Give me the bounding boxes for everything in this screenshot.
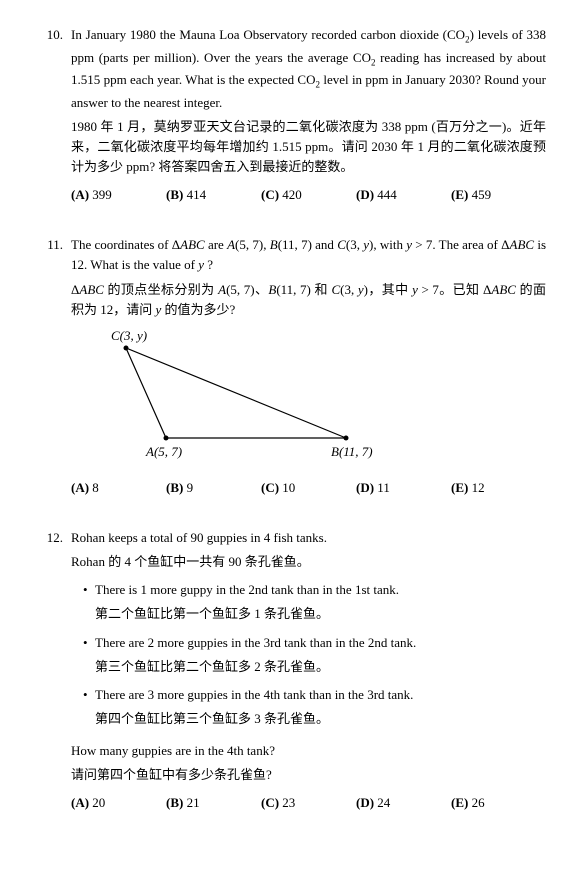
bullet-cn: 第二个鱼缸比第一个鱼缸多 1 条孔雀鱼。 [95, 604, 546, 624]
choice-d: (D) 11 [356, 478, 451, 498]
choice-e: (E) 26 [451, 793, 546, 813]
bullet-item: •There is 1 more guppy in the 2nd tank t… [83, 580, 546, 628]
problem-text-cn: 1980 年 1 月，莫纳罗亚天文台记录的二氧化碳浓度为 338 ppm (百万… [71, 117, 546, 177]
choice-a: (A) 399 [71, 185, 166, 205]
problem-10: 10. In January 1980 the Mauna Loa Observ… [35, 25, 546, 205]
choice-a: (A) 8 [71, 478, 166, 498]
problem-question-en: How many guppies are in the 4th tank? [71, 741, 546, 761]
choice-b: (B) 21 [166, 793, 261, 813]
problem-number: 11. [35, 235, 71, 498]
svg-text:B(11, 7): B(11, 7) [331, 444, 373, 459]
choices-row: (A) 20 (B) 21 (C) 23 (D) 24 (E) 26 [71, 793, 546, 813]
problem-intro-en: Rohan keeps a total of 90 guppies in 4 f… [71, 528, 546, 548]
bullet-icon: • [83, 633, 95, 681]
choice-a: (A) 20 [71, 793, 166, 813]
choice-d: (D) 24 [356, 793, 451, 813]
bullet-en: There are 3 more guppies in the 4th tank… [95, 685, 546, 705]
bullet-cn: 第三个鱼缸比第二个鱼缸多 2 条孔雀鱼。 [95, 657, 546, 677]
choice-b: (B) 414 [166, 185, 261, 205]
problem-body: The coordinates of ΔABC are A(5, 7), B(1… [71, 235, 546, 498]
problem-text-en: The coordinates of ΔABC are A(5, 7), B(1… [71, 235, 546, 275]
problem-12: 12. Rohan keeps a total of 90 guppies in… [35, 528, 546, 814]
svg-text:A(5, 7): A(5, 7) [145, 444, 182, 459]
problem-text-en: In January 1980 the Mauna Loa Observator… [71, 25, 546, 113]
choices-row: (A) 8 (B) 9 (C) 10 (D) 11 (E) 12 [71, 478, 546, 498]
bullet-icon: • [83, 580, 95, 628]
problem-number: 10. [35, 25, 71, 205]
problem-11: 11. The coordinates of ΔABC are A(5, 7),… [35, 235, 546, 498]
problem-text-cn: ΔABC 的顶点坐标分别为 A(5, 7)、B(11, 7) 和 C(3, y)… [71, 280, 546, 320]
choice-c: (C) 10 [261, 478, 356, 498]
svg-text:C(3, y): C(3, y) [111, 328, 147, 343]
triangle-diagram: A(5, 7) B(11, 7) C(3, y) [86, 328, 416, 468]
problem-body: In January 1980 the Mauna Loa Observator… [71, 25, 546, 205]
choice-c: (C) 23 [261, 793, 356, 813]
choice-d: (D) 444 [356, 185, 451, 205]
bullet-cn: 第四个鱼缸比第三个鱼缸多 3 条孔雀鱼。 [95, 709, 546, 729]
choice-c: (C) 420 [261, 185, 356, 205]
choice-e: (E) 459 [451, 185, 546, 205]
bullet-list: •There is 1 more guppy in the 2nd tank t… [83, 580, 546, 733]
choice-e: (E) 12 [451, 478, 546, 498]
choice-b: (B) 9 [166, 478, 261, 498]
bullet-en: There is 1 more guppy in the 2nd tank th… [95, 580, 546, 600]
bullet-icon: • [83, 685, 95, 733]
bullet-item: •There are 3 more guppies in the 4th tan… [83, 685, 546, 733]
problem-body: Rohan keeps a total of 90 guppies in 4 f… [71, 528, 546, 814]
bullet-en: There are 2 more guppies in the 3rd tank… [95, 633, 546, 653]
problem-number: 12. [35, 528, 71, 814]
choices-row: (A) 399 (B) 414 (C) 420 (D) 444 (E) 459 [71, 185, 546, 205]
problem-intro-cn: Rohan 的 4 个鱼缸中一共有 90 条孔雀鱼。 [71, 552, 546, 572]
bullet-item: •There are 2 more guppies in the 3rd tan… [83, 633, 546, 681]
problem-question-cn: 请问第四个鱼缸中有多少条孔雀鱼? [71, 765, 546, 785]
